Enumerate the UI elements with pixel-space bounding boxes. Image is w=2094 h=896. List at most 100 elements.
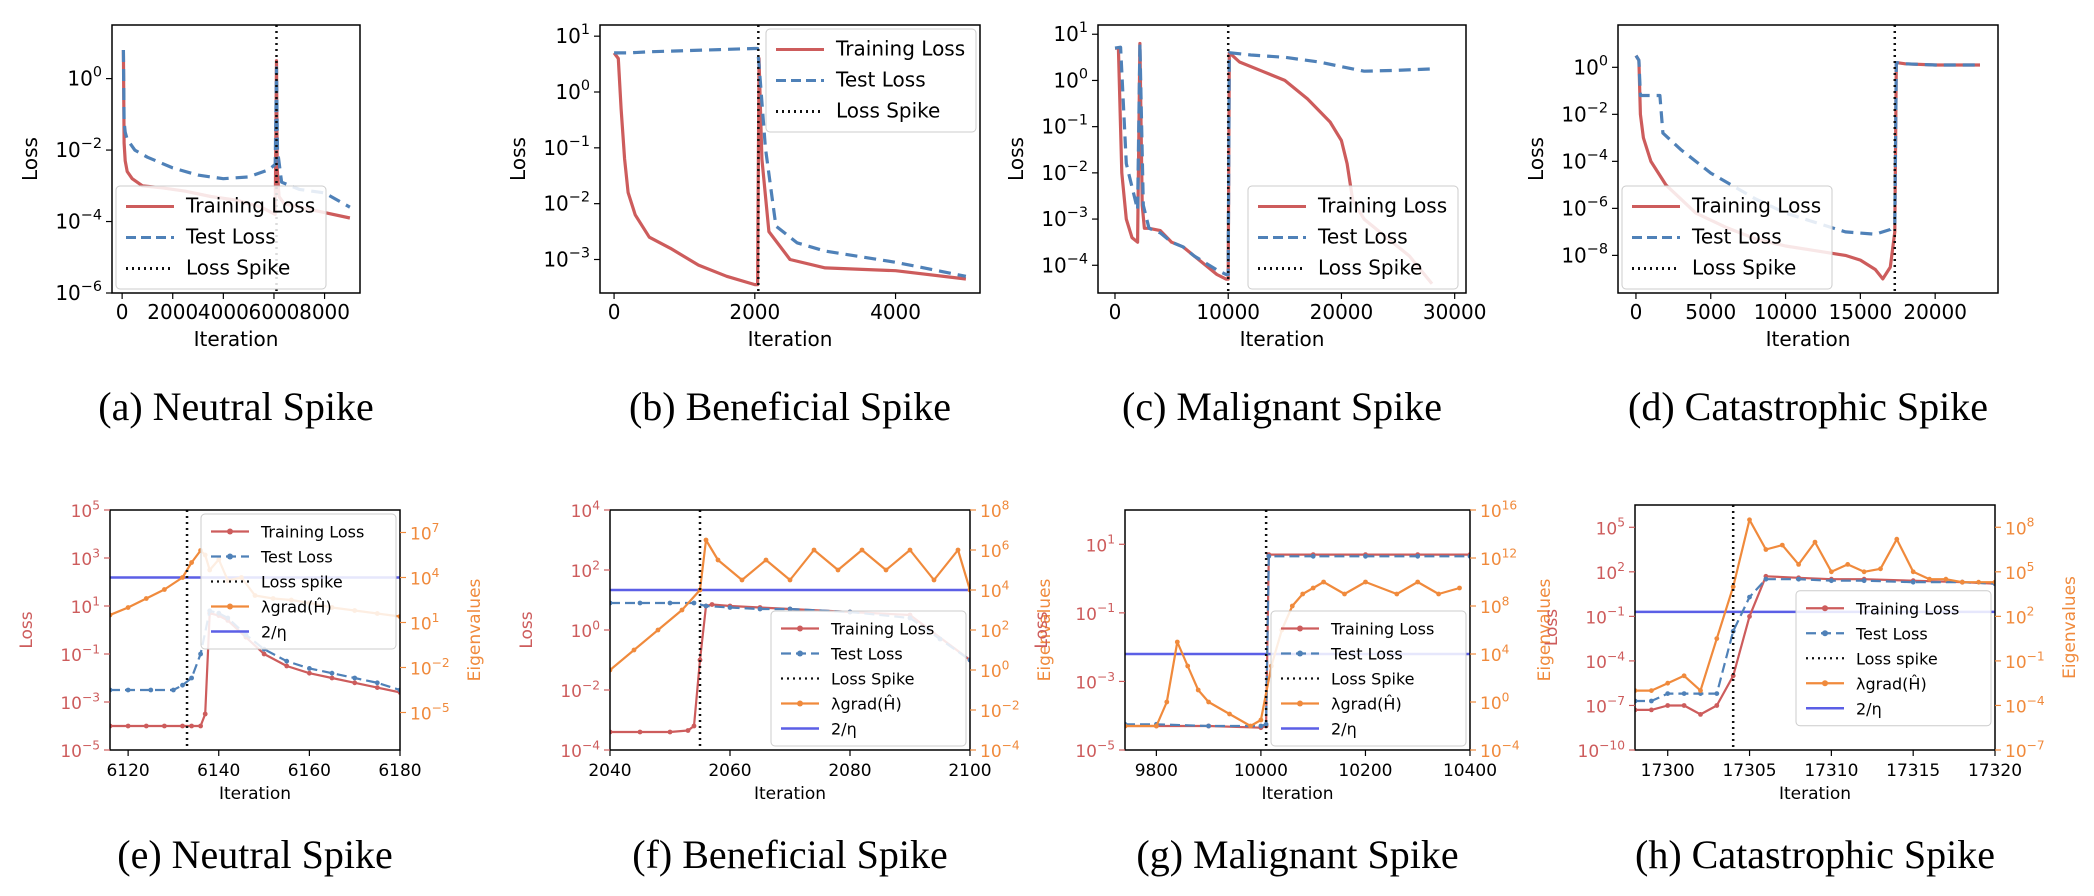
- y-tick-label: 10−2: [560, 678, 600, 702]
- subplot-g: 9800 10000 10200 1040010−510−310−110110−410…: [1032, 498, 1555, 877]
- point-test: [787, 606, 793, 612]
- y-tick-label: 10−4: [1561, 147, 1608, 173]
- y-tick-label: 10−3: [1041, 205, 1088, 231]
- point-train: [125, 723, 131, 729]
- tick-base: 10: [71, 598, 93, 618]
- x-tick-label: 2080: [828, 761, 871, 781]
- axes-frame: [599, 24, 981, 294]
- y-tick-label: 10−4: [1585, 649, 1625, 673]
- point-test: [757, 606, 763, 612]
- legend-marker-eig: [1297, 700, 1303, 707]
- point-eig: [883, 567, 889, 573]
- point-eig: [1747, 517, 1752, 523]
- tick-exponent: −1: [1607, 605, 1625, 619]
- tick-exponent: 4: [432, 566, 440, 580]
- tick-base: 10: [555, 24, 580, 48]
- point-eig: [1363, 579, 1368, 585]
- point-eig: [1185, 663, 1191, 669]
- point-eig: [1943, 576, 1949, 582]
- legend-label-test: Test Loss: [260, 548, 333, 567]
- y2-tick-label: 10−4: [980, 738, 1020, 762]
- point-eig: [1910, 569, 1916, 575]
- tick-base: 10: [1086, 536, 1108, 556]
- tick-exponent: 0: [1002, 658, 1010, 672]
- y-tick-label: 101: [1053, 20, 1088, 46]
- y2-axis-label: Eigenvalues: [465, 578, 485, 681]
- tick-exponent: −7: [2027, 738, 2045, 752]
- point-test: [1796, 576, 1801, 582]
- y-tick-label: 10−8: [1561, 241, 1608, 267]
- tick-exponent: −2: [432, 656, 450, 670]
- x-tick-label: 20000: [1903, 300, 1967, 324]
- point-eig: [1665, 680, 1671, 686]
- series-test: [1114, 41, 1433, 277]
- tick-exponent: 7: [432, 521, 440, 535]
- legend-marker-test: [797, 650, 803, 657]
- tick-base: 10: [1053, 22, 1078, 46]
- tick-exponent: 2: [2027, 605, 2035, 619]
- tick-base: 10: [980, 542, 1002, 562]
- legend-label-spike: Loss Spike: [186, 256, 290, 280]
- subplot-d: 0 5000 10000 15000 2000010−810−610−410−2100I…: [1524, 24, 1999, 429]
- tick-base: 10: [55, 210, 80, 234]
- x-tick-label: 2060: [708, 761, 751, 781]
- tick-base: 10: [1585, 653, 1607, 673]
- legend: Training Loss Test Loss Loss Spike λgrad(Ĥ)…: [770, 610, 967, 747]
- tick-exponent: 0: [93, 65, 102, 81]
- point-eig: [1861, 569, 1867, 575]
- x-tick-label: 2100: [948, 761, 991, 781]
- point-train: [307, 670, 312, 676]
- point-train: [329, 675, 335, 681]
- tick-exponent: −5: [432, 701, 450, 715]
- point-eig: [679, 607, 685, 613]
- x-tick-label: 17310: [1804, 761, 1858, 781]
- tick-exponent: 5: [2027, 560, 2035, 574]
- tick-exponent: −8: [1587, 241, 1608, 257]
- point-test: [667, 600, 673, 606]
- point-eig: [1300, 591, 1306, 597]
- point-test: [1266, 553, 1272, 559]
- tick-base: 10: [1596, 519, 1618, 539]
- x-axis-label: Iteration: [194, 327, 279, 351]
- legend-label-test: Test Loss: [185, 225, 276, 249]
- subplot-caption: (h) Catastrophic Spike: [1635, 832, 1995, 877]
- point-eig: [143, 596, 149, 601]
- point-test: [703, 603, 709, 609]
- y-tick-label: 10−7: [1585, 694, 1625, 718]
- point-eig: [1195, 687, 1201, 693]
- tick-base: 10: [980, 502, 1002, 522]
- tick-exponent: 4: [592, 498, 600, 512]
- tick-base: 10: [571, 562, 593, 582]
- subplot-f: 2040 2060 2080 210010−410−210010210410−410−…: [517, 498, 1055, 877]
- tick-exponent: 1: [92, 594, 100, 608]
- tick-base: 10: [55, 138, 80, 162]
- y2-tick-label: 1016: [1480, 498, 1517, 522]
- tick-base: 10: [2005, 653, 2027, 673]
- x-axis-label: Iteration: [1240, 327, 1325, 351]
- tick-exponent: −2: [81, 136, 102, 152]
- x-tick-label: 6140: [197, 761, 240, 781]
- y2-tick-label: 105: [2005, 560, 2034, 584]
- tick-exponent: −2: [1587, 100, 1608, 116]
- point-test: [198, 651, 204, 657]
- tick-base: 10: [980, 702, 1002, 722]
- tick-exponent: −2: [1002, 698, 1020, 712]
- legend-label-eig: λgrad(Ĥ): [831, 695, 902, 714]
- point-train: [1665, 703, 1671, 708]
- tick-exponent: −4: [582, 738, 600, 752]
- x-tick-label: 17305: [1722, 761, 1776, 781]
- legend-label-train: Training Loss: [185, 194, 315, 218]
- tick-exponent: −4: [1067, 251, 1088, 267]
- series-eig: [610, 538, 970, 671]
- tick-exponent: −6: [1587, 194, 1608, 210]
- tick-exponent: −1: [2027, 649, 2045, 663]
- point-eig: [1894, 536, 1900, 542]
- tick-exponent: −3: [1097, 670, 1115, 684]
- point-eig: [955, 547, 961, 553]
- point-eig: [739, 577, 745, 583]
- y2-tick-label: 106: [980, 538, 1010, 562]
- point-eig: [931, 577, 937, 583]
- point-eig: [1310, 585, 1316, 591]
- x-tick-label: 17320: [1968, 761, 2022, 781]
